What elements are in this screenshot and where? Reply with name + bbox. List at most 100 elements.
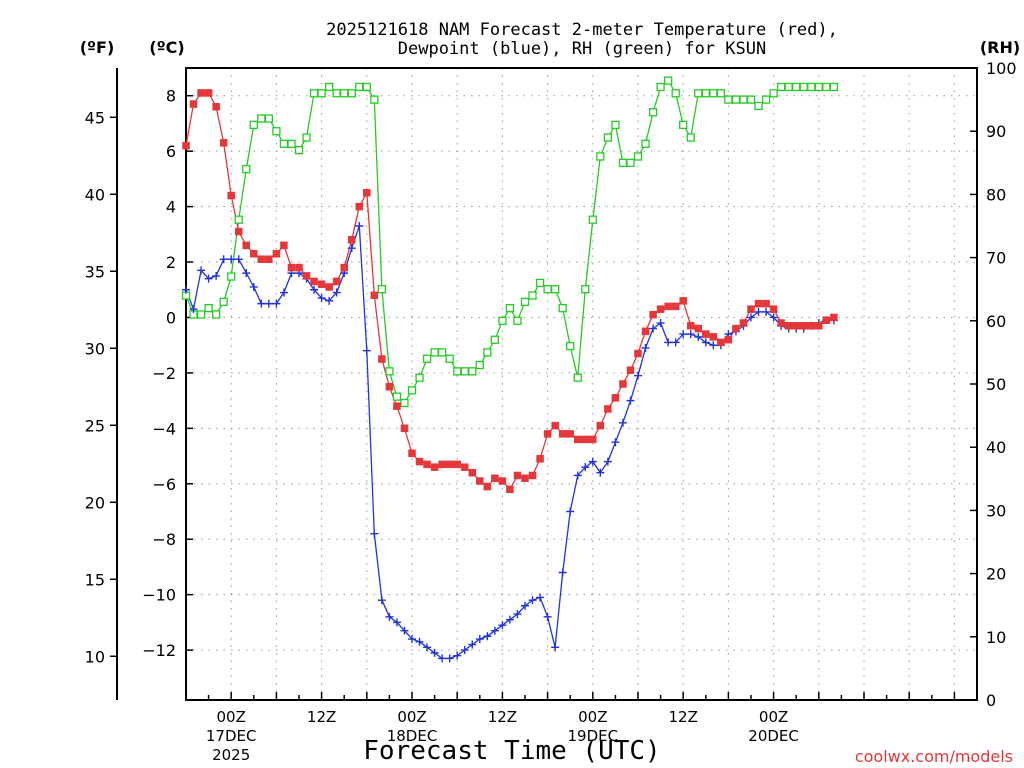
rh-point [505,304,515,313]
celsius-tick-label: 0 [166,308,176,327]
dewpoint-point [664,338,673,347]
rh-point [242,164,251,174]
temperature-point [370,291,379,300]
x-tick-date: 17DEC [206,727,257,745]
celsius-tick-label: −2 [152,364,176,383]
rh-tick-label: 10 [986,628,1006,647]
rh-point [746,95,756,104]
temperature-point [724,335,733,344]
rh-unit-label: (RH) [980,38,1020,57]
dewpoint-point [611,438,620,447]
rh-point [535,278,545,288]
x-tick-label: 12Z [669,708,698,726]
dewpoint-point [588,457,597,466]
temperature-point [762,299,770,308]
temperature-point [528,471,537,480]
temperature-point [332,277,341,286]
x-tick-label: 12Z [307,708,336,726]
rh-point [769,89,778,98]
rh-point [656,82,665,92]
dewpoint-point [536,593,545,602]
temperature-point [445,460,454,469]
rh-point [792,82,801,92]
x-tick-label: 00Z [217,708,246,726]
temperature-point [566,430,574,438]
dewpoint-point [212,271,221,280]
dewpoint-point [551,643,560,652]
temperature-point [573,435,582,444]
rh-point [257,114,266,123]
temperature-point [408,449,416,458]
temperature-point [378,355,386,363]
tick-labels: 86420−2−4−6−8−10−12454035302520151010090… [85,59,1017,764]
dewpoint-point [272,299,281,308]
temperature-point [498,477,507,485]
rh-point [543,285,552,294]
dewpoint-point [634,371,642,380]
temperature-point [754,299,763,308]
rh-point [460,367,469,376]
dewpoint-point [385,612,394,621]
fahrenheit-tick-label: 40 [85,185,105,204]
dewpoint-point [513,610,522,619]
chart-title-line2: Dewpoint (blue), RH (green) for KSUN [398,39,766,59]
temperature-point [649,310,657,319]
rh-point [400,398,409,408]
dewpoint-point [234,255,243,264]
celsius-tick-label: 4 [166,198,176,217]
temperature-point [234,227,243,236]
temperature-point [242,241,251,250]
rh-point [272,127,281,136]
rh-point [694,89,703,98]
dewpoint-point [219,255,228,264]
rh-point [588,215,597,224]
temperature-point [626,366,635,374]
temperature-point [483,482,492,491]
temperature-point [611,394,620,402]
rh-point [573,373,582,382]
temperature-point [295,263,303,272]
rh-point [340,89,349,98]
x-tick-label: 00Z [578,708,607,726]
dewpoint-point [505,615,514,624]
temperature-point [280,241,288,250]
temperature-point [807,322,816,330]
rh-point [596,152,605,161]
rh-point [618,158,628,167]
dewpoint-point [521,601,529,610]
rh-point [814,82,823,92]
rh-point [581,285,590,294]
temperature-point [400,424,409,433]
rh-point [437,348,447,357]
dewpoint-point [257,299,266,308]
temperature-point [702,330,710,338]
rh-point [498,316,507,325]
temperature-point [543,430,552,438]
rh-point [520,297,530,306]
temperature-point [732,324,740,333]
dewpoint-point [204,274,213,283]
dewpoint-point [603,457,612,466]
temperature-point [604,405,612,413]
x-tick-date: 20DEC [748,727,799,745]
chart-title-line1: 2025121618 NAM Forecast 2-meter Temperat… [326,20,838,40]
rh-point [362,82,371,92]
dewpoint-point [370,529,379,538]
rh-point [663,76,673,85]
celsius-tick-label: −10 [142,586,176,605]
temperature-point [830,313,838,322]
x-axis-label: Forecast Time (UTC) [363,736,660,766]
rh-point [671,89,680,98]
dewpoint-point [747,313,755,322]
rh-point [422,354,432,363]
rh-point [731,95,741,104]
rh-point [490,335,500,344]
rh-point [309,89,319,98]
temperature-point [784,322,793,330]
grid-lines [186,68,977,700]
dewpoint-point [566,507,575,516]
temperature-point [671,302,680,311]
temperature-point [769,305,778,313]
fahrenheit-tick-label: 35 [85,262,105,281]
